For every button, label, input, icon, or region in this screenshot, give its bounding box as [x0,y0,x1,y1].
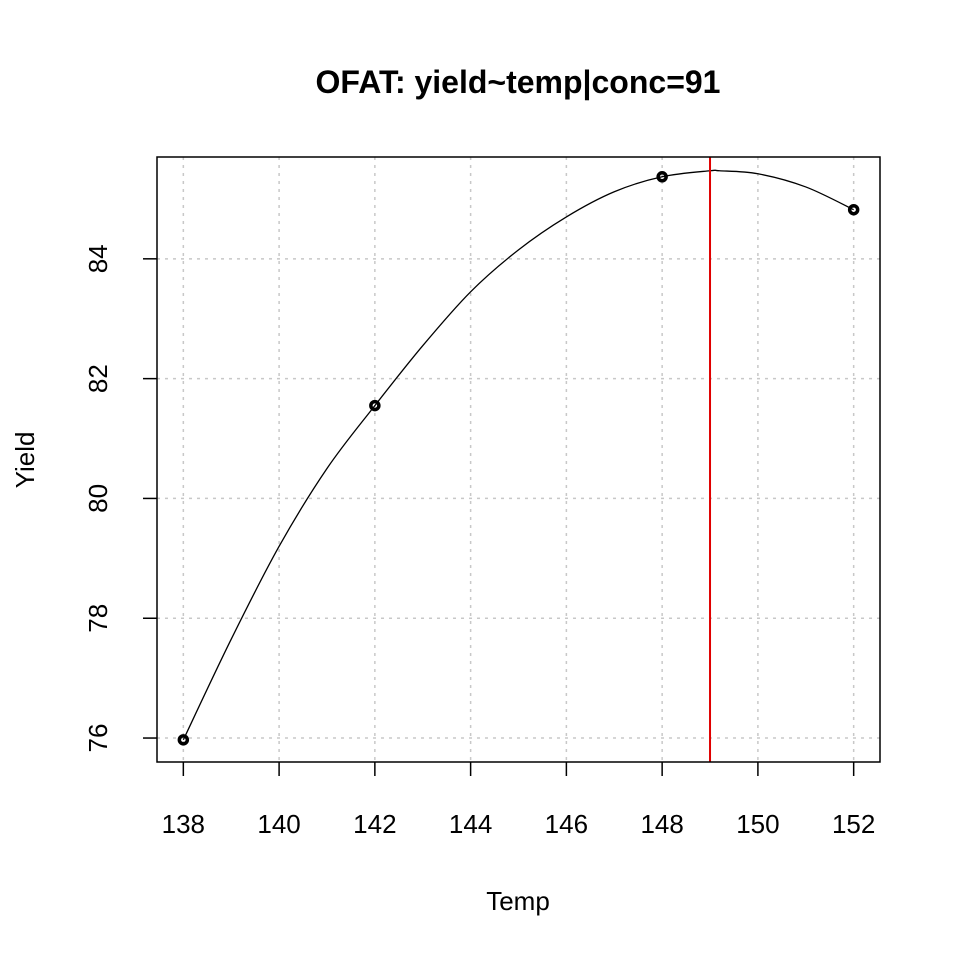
x-tick-label: 140 [257,809,300,839]
y-tick-label: 80 [83,484,113,513]
data-point [369,399,381,412]
x-tick-label: 138 [162,809,205,839]
x-axis: 138 140 142 144 146 148 150 152 [162,762,875,839]
x-tick-label: 148 [640,809,683,839]
x-axis-title: Temp [486,886,550,916]
data-point [177,734,190,746]
data-points [177,171,860,746]
x-tick-label: 152 [832,809,875,839]
chart-title: OFAT: yield~temp|conc=91 [316,64,721,100]
y-tick-label: 84 [83,244,113,273]
y-axis: 76 78 80 82 84 [83,244,157,753]
y-tick-label: 76 [83,724,113,753]
plot-frame [156,156,881,763]
fitted-curve [182,169,854,741]
x-tick-label: 144 [449,809,492,839]
y-tick-label: 82 [83,364,113,393]
x-tick-label: 150 [736,809,779,839]
x-tick-label: 146 [545,809,588,839]
data-point [847,203,860,216]
x-tick-label: 142 [353,809,396,839]
y-axis-title: Yield [10,432,40,489]
data-point [656,171,668,183]
y-tick-label: 78 [83,604,113,633]
grid-layer [157,157,880,762]
